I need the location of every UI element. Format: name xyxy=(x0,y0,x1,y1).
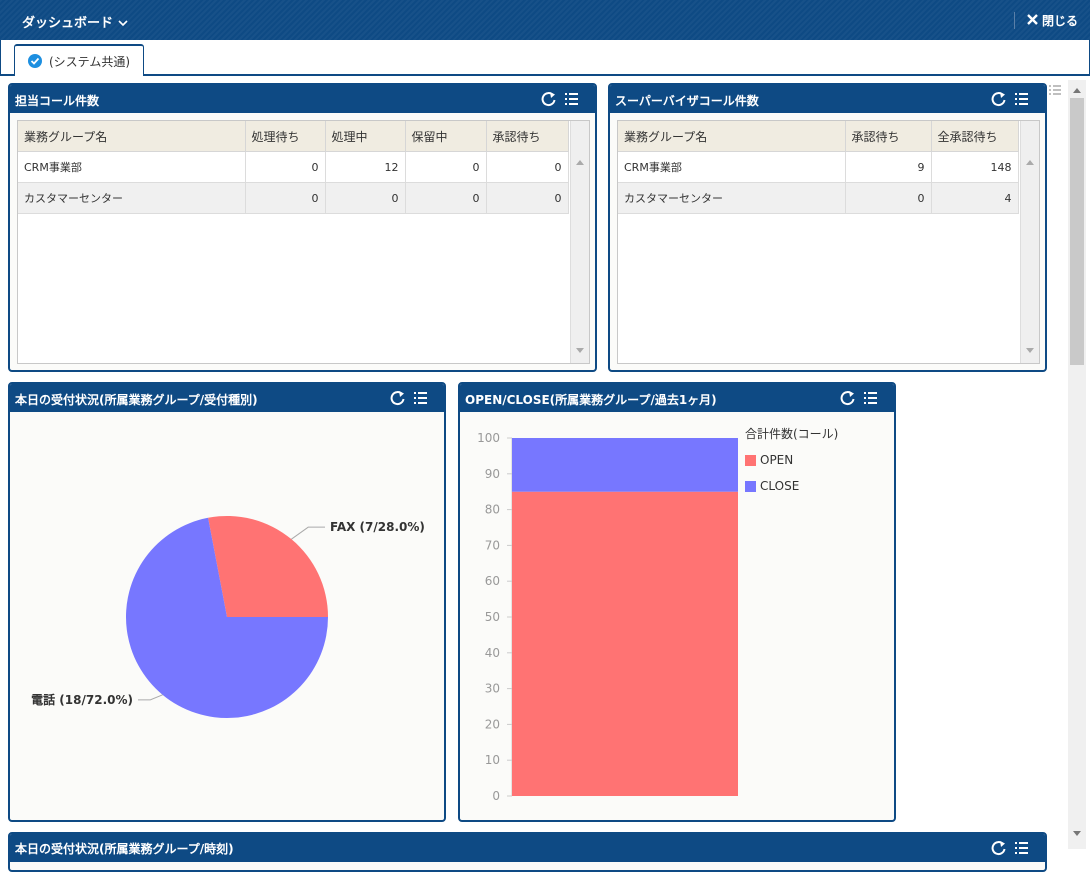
scroll-arrow xyxy=(1026,160,1034,353)
table-row: CRM事業部 9 148 xyxy=(618,151,1019,183)
refresh-arrow xyxy=(1000,841,1005,847)
data-table: 業務グループ名 処理待ち 処理中 保留中 承認待ち CRM事業部 0 12 0 0 カスタマーセンタ… xyxy=(18,121,569,214)
panel-header: 本日の受付状況(所属業務グループ/受付種別) xyxy=(10,384,444,412)
column-header: 処理待ち xyxy=(245,121,326,152)
table-scrollbar[interactable] xyxy=(1020,121,1039,363)
column-header: 業務グループ名 xyxy=(618,121,846,152)
number-cell: 0 xyxy=(405,151,487,183)
list-icon[interactable] xyxy=(864,392,877,404)
close-button[interactable]: 閉じる xyxy=(1013,12,1078,29)
panel-tools xyxy=(840,391,877,406)
panel: 本日の受付状況(所属業務グループ/受付種別) xyxy=(8,382,446,822)
scroll-arrow xyxy=(576,160,584,353)
column-header: 業務グループ名 xyxy=(18,121,246,152)
panel-tools xyxy=(991,92,1028,107)
panel-header: 本日の受付状況(所属業務グループ/時刻) xyxy=(10,834,1045,862)
refresh-arrow xyxy=(849,391,854,397)
table-row: カスタマーセンター 0 4 xyxy=(618,182,1019,214)
column-header: 承認待ち xyxy=(845,121,932,152)
panel: 担当コール件数 業務グループ名 処理待ち 処理中 保留中 承認待ち CRM事業部 0 12 0 0… xyxy=(8,83,597,372)
side-list-icon[interactable] xyxy=(1048,84,1062,96)
table-row: カスタマーセンター 0 0 0 0 xyxy=(18,182,569,214)
chevron-icon xyxy=(117,20,128,27)
list-icon[interactable] xyxy=(414,392,427,404)
tab[interactable]: (システム共通) xyxy=(14,44,144,76)
panel: スーパーバイザコール件数 業務グループ名 承認待ち 全承認待ち CRM事業部 9 148 カ… xyxy=(608,83,1047,372)
refresh-icon[interactable] xyxy=(541,92,556,107)
number-cell: 148 xyxy=(931,151,1019,183)
number-cell: 0 xyxy=(405,182,487,214)
header-row: 業務グループ名 処理待ち 処理中 保留中 承認待ち xyxy=(18,121,569,152)
refresh-arrow xyxy=(399,391,404,397)
check-icon xyxy=(28,54,42,68)
header-row: 業務グループ名 承認待ち 全承認待ち xyxy=(618,121,1019,152)
group-cell: カスタマーセンター xyxy=(18,182,246,214)
number-cell: 0 xyxy=(245,182,326,214)
refresh-arrow xyxy=(550,92,555,98)
number-cell: 0 xyxy=(325,182,406,214)
dashboard-menu[interactable]: ダッシュボード xyxy=(22,12,128,31)
number-cell: 4 xyxy=(931,182,1019,214)
refresh-icon[interactable] xyxy=(390,391,405,406)
panel-tools xyxy=(390,391,427,406)
column-header: 全承認待ち xyxy=(931,121,1019,152)
panel-title: OPEN/CLOSE(所属業務グループ/過去1ヶ月) xyxy=(465,393,717,407)
group-cell: カスタマーセンター xyxy=(618,182,846,214)
scroll-thumb[interactable] xyxy=(1070,98,1084,365)
table-box: 業務グループ名 処理待ち 処理中 保留中 承認待ち CRM事業部 0 12 0 0 カスタマーセンタ… xyxy=(17,120,590,364)
list-icon[interactable] xyxy=(1015,842,1028,854)
table-scrollbar[interactable] xyxy=(570,121,589,363)
panel: OPEN/CLOSE(所属業務グループ/過去1ヶ月) xyxy=(458,382,896,822)
panel: 本日の受付状況(所属業務グループ/時刻) xyxy=(8,832,1047,872)
group-cell: CRM事業部 xyxy=(18,151,246,183)
tab-label: (システム共通) xyxy=(49,55,131,69)
column-header: 保留中 xyxy=(405,121,487,152)
dashboard-title: ダッシュボード xyxy=(22,16,114,31)
data-table: 業務グループ名 承認待ち 全承認待ち CRM事業部 9 148 カスタマーセンター 0 4 xyxy=(618,121,1019,214)
close-icon xyxy=(1026,14,1038,25)
panel-header: スーパーバイザコール件数 xyxy=(610,85,1045,113)
panel-header: OPEN/CLOSE(所属業務グループ/過去1ヶ月) xyxy=(460,384,894,412)
panel-header: 担当コール件数 xyxy=(10,85,595,113)
panel-tools xyxy=(541,92,578,107)
column-header: 承認待ち xyxy=(486,121,569,152)
number-cell: 12 xyxy=(325,151,406,183)
panel-title: スーパーバイザコール件数 xyxy=(615,94,759,108)
refresh-icon[interactable] xyxy=(840,391,855,406)
table-box: 業務グループ名 承認待ち 全承認待ち CRM事業部 9 148 カスタマーセンター 0 4 xyxy=(617,120,1040,364)
number-cell: 0 xyxy=(245,151,326,183)
panel-title: 担当コール件数 xyxy=(15,94,100,108)
scroll-arrows xyxy=(576,160,584,353)
refresh-arrow xyxy=(1000,92,1005,98)
close-label: 閉じる xyxy=(1041,14,1078,28)
list-icon[interactable] xyxy=(565,93,578,105)
table-row: CRM事業部 0 12 0 0 xyxy=(18,151,569,183)
panel-title: 本日の受付状況(所属業務グループ/受付種別) xyxy=(15,393,258,407)
scroll-arrows xyxy=(1026,160,1034,353)
number-cell: 0 xyxy=(486,151,569,183)
refresh-icon[interactable] xyxy=(991,92,1006,107)
number-cell: 9 xyxy=(845,151,932,183)
tab-row: (システム共通) xyxy=(0,40,1090,76)
list-icon[interactable] xyxy=(1015,93,1028,105)
scroll-arrows xyxy=(1073,88,1081,836)
group-cell: CRM事業部 xyxy=(618,151,846,183)
number-cell: 0 xyxy=(845,182,932,214)
column-header: 処理中 xyxy=(325,121,406,152)
title-bar: ダッシュボード 閉じる xyxy=(0,0,1090,40)
number-cell: 0 xyxy=(486,182,569,214)
panel-tools xyxy=(991,841,1028,856)
